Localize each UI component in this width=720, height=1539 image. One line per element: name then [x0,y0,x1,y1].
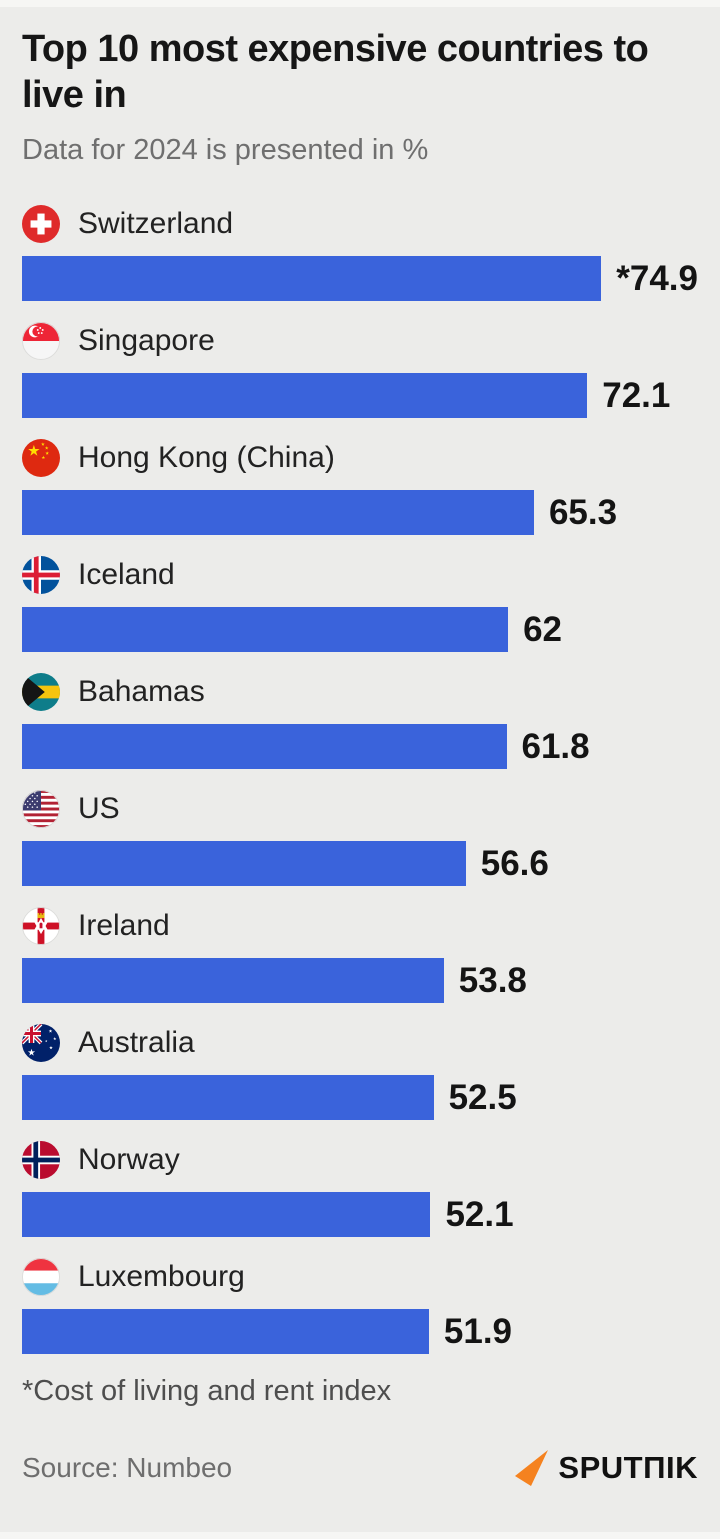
footer: Source: Numbeo SPUTΠIK [22,1448,698,1488]
bar-value-label: 72.1 [602,375,671,415]
country-label: Singapore [78,324,215,358]
country-row: Australia 52.5 [22,1024,698,1121]
bar-us [22,841,466,887]
country-row: Norway 52.1 [22,1141,698,1238]
bar-bahamas [22,724,507,770]
country-label: Iceland [78,558,175,592]
flag-us-icon [22,790,60,828]
flag-switzerland-icon [22,205,60,243]
country-label: Australia [78,1026,195,1060]
bar-luxembourg [22,1309,429,1355]
country-row: Switzerland *74.9 [22,205,698,302]
country-row: Luxembourg 51.9 [22,1258,698,1355]
bar-iceland [22,607,509,653]
flag-northern-ireland-icon [22,907,60,945]
infographic: Top 10 most expensive countries to live … [22,28,698,1488]
country-label: Ireland [78,909,170,943]
sputnik-logo-text: SPUTΠIK [558,1450,698,1486]
bar-value-label: 65.3 [548,492,618,532]
flag-iceland-icon [22,556,60,594]
page-title: Top 10 most expensive countries to live … [22,28,649,117]
bottom-edge-strip [0,1532,720,1539]
country-row: Iceland 62 [22,556,698,653]
sputnik-logo: SPUTΠIK [512,1448,698,1488]
country-row: Bahamas 61.8 [22,673,698,770]
bar-value-label: 52.5 [448,1077,517,1117]
bar-singapore [22,373,588,419]
country-row: Hong Kong (China) 65.3 [22,439,698,536]
bar-switzerland [22,256,602,302]
source-label: Source: Numbeo [22,1452,233,1484]
subtitle: Data for 2024 is presented in % [22,133,429,166]
bar-chart: Switzerland *74.9 Singapore 72.1 Hong Ko… [22,205,698,1355]
top-edge-strip [0,0,720,7]
country-label: Luxembourg [78,1260,245,1294]
bar-ireland [22,958,444,1004]
bar-hong-kong [22,490,534,536]
bar-australia [22,1075,434,1121]
bar-value-label: 53.8 [458,960,527,1000]
flag-norway-icon [22,1141,60,1179]
country-row: Singapore 72.1 [22,322,698,419]
sputnik-arrow-icon [515,1450,549,1487]
bar-value-label: 62 [523,609,563,649]
country-row: US 56.6 [22,790,698,887]
footnote: *Cost of living and rent index [22,1375,392,1408]
country-label: Switzerland [78,207,234,241]
bar-value-label: *74.9 [616,258,698,298]
flag-singapore-icon [22,322,60,360]
bar-norway [22,1192,431,1238]
country-label: Bahamas [78,675,205,709]
bar-value-label: 52.1 [445,1194,514,1234]
country-label: Norway [78,1143,180,1177]
bar-value-label: 56.6 [480,843,549,883]
flag-australia-icon [22,1024,60,1062]
flag-bahamas-icon [22,673,60,711]
country-label: Hong Kong (China) [78,441,335,475]
bar-value-label: 51.9 [443,1311,513,1351]
country-row: Ireland 53.8 [22,907,698,1004]
bar-value-label: 61.8 [521,726,590,766]
country-label: US [78,792,120,826]
flag-china-icon [22,439,60,477]
flag-luxembourg-icon [22,1258,60,1296]
